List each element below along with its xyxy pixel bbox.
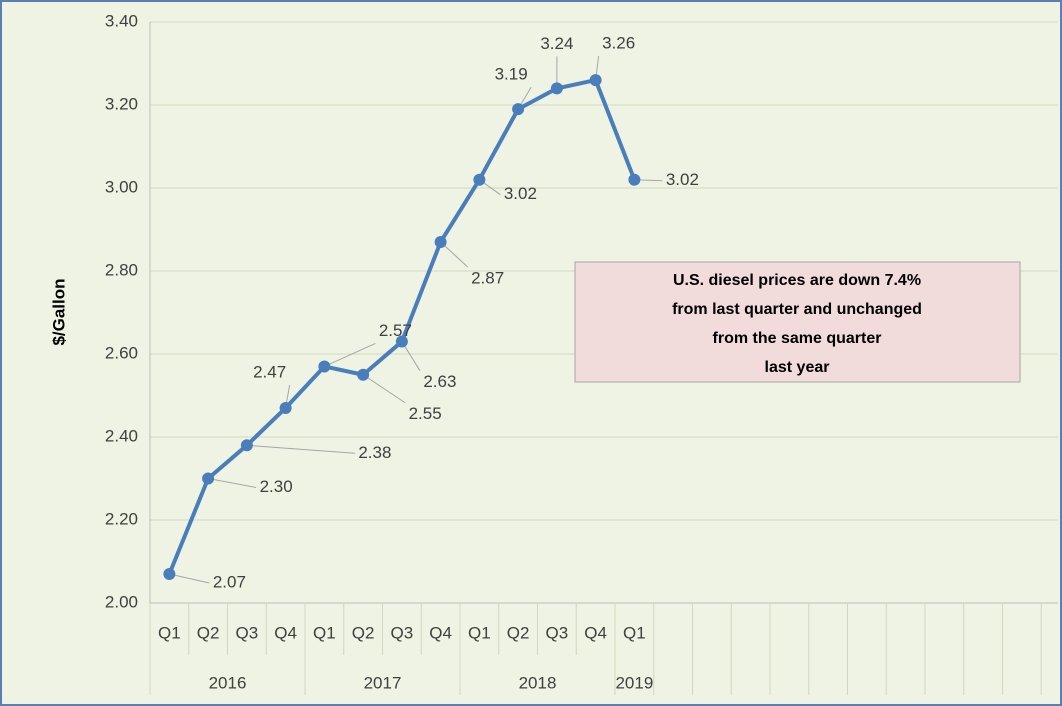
leader-line [324,342,376,367]
leader-line [169,573,210,584]
x-tick-label: Q1 [623,623,646,642]
point [589,74,602,87]
point [512,103,525,116]
y-tick-label: 2.40 [105,426,138,445]
year-label: 2018 [519,673,557,692]
point [163,567,176,580]
x-tick-label: Q3 [391,623,414,642]
data-label: 3.02 [666,170,699,189]
x-tick-label: Q1 [158,623,181,642]
year-label: 2019 [615,673,653,692]
y-tick-label: 2.00 [105,592,138,611]
data-label: 2.38 [358,443,391,462]
leader-line [246,444,355,454]
point [202,472,215,485]
data-label: 3.19 [495,65,528,84]
data-label: 3.26 [602,34,635,53]
point [279,401,292,414]
data-label: 2.47 [253,362,286,381]
x-tick-label: Q4 [274,623,297,642]
annotation-box [574,261,1021,383]
x-tick-label: Q4 [429,623,452,642]
y-tick-label: 3.00 [105,177,138,196]
y-tick-label: 2.60 [105,343,138,362]
data-label: 2.30 [260,477,293,496]
point [395,335,408,348]
x-tick-label: Q1 [468,623,491,642]
x-tick-label: Q3 [236,623,259,642]
x-tick-label: Q1 [313,623,336,642]
x-tick-label: Q2 [197,623,220,642]
leader-line [440,241,468,268]
data-label: 2.55 [409,404,442,423]
x-tick-label: Q2 [507,623,530,642]
x-tick-label: Q3 [546,623,569,642]
year-label: 2017 [364,673,402,692]
y-tick-label: 3.20 [105,94,138,113]
y-axis-title: $/Gallon [49,278,68,345]
point [240,439,253,452]
data-label: 2.63 [423,372,456,391]
y-tick-label: 2.80 [105,260,138,279]
annotation-text: from the same quarter [713,330,882,347]
data-label: 3.24 [540,34,573,53]
year-label: 2016 [209,673,247,692]
data-label: 2.57 [379,321,412,340]
data-label: 2.87 [471,268,504,287]
y-tick-label: 2.20 [105,509,138,528]
point [628,173,641,186]
leader-line [208,478,257,488]
leader-line [362,374,406,404]
annotation-text: from last quarter and unchanged [672,301,922,318]
data-label: 3.02 [504,184,537,203]
x-tick-label: Q4 [584,623,607,642]
x-tick-label: Q2 [352,623,375,642]
y-tick-label: 3.40 [105,11,138,30]
data-label: 2.07 [213,572,246,591]
annotation-text: last year [765,359,830,376]
point [357,368,370,381]
point [473,173,486,186]
point [434,235,447,248]
point [318,360,331,373]
point [550,82,563,95]
annotation-text: U.S. diesel prices are down 7.4% [673,272,921,289]
